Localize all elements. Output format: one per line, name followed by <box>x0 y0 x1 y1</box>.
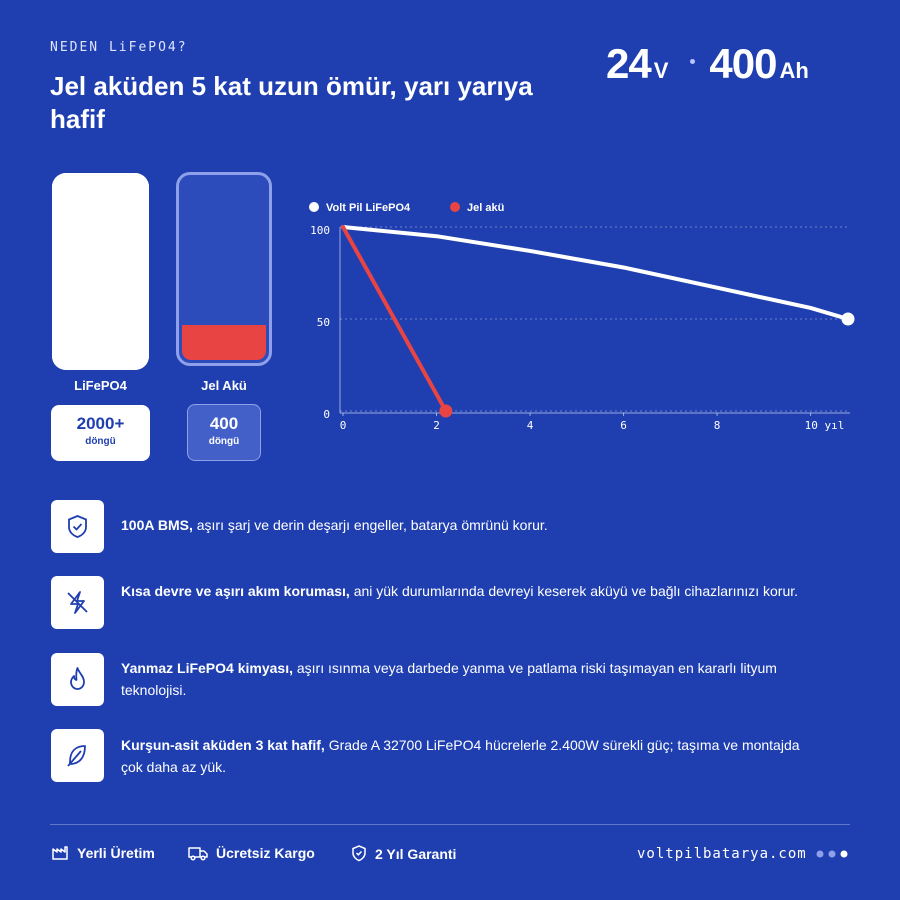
feature-icon <box>51 653 104 706</box>
feature-text: Kurşun-asit aküden 3 kat hafif, Grade A … <box>121 734 811 778</box>
cycle-unit: döngü <box>85 436 116 447</box>
bar-fill <box>52 173 149 370</box>
feature-text: Yanmaz LiFePO4 kimyası, aşırı ısınma vey… <box>121 657 811 701</box>
x-tick-label: 0 <box>340 419 347 432</box>
y-tick-label: 100 <box>310 224 330 237</box>
cycle-value: 2000+ <box>76 414 125 433</box>
legend-dot <box>309 202 319 212</box>
bar-label: Jel Akü <box>201 378 247 393</box>
bar-label: LiFePO4 <box>74 378 127 393</box>
feature-bold: Kısa devre ve aşırı akım koruması, <box>121 583 350 599</box>
bar-fill <box>182 324 266 360</box>
dot <box>816 850 824 858</box>
separator <box>690 59 696 64</box>
x-tick-label: 8 <box>714 419 721 432</box>
feature-desc: aşırı şarj ve derin deşarjı engeller, ba… <box>196 517 548 533</box>
end-point <box>841 312 855 326</box>
end-point <box>439 404 453 418</box>
battery-bar <box>52 173 149 370</box>
series-line <box>341 225 850 321</box>
dot <box>840 850 848 858</box>
y-tick-label: 0 <box>323 408 330 421</box>
x-tick-label: 10 yıl <box>805 419 845 432</box>
feature-icon <box>51 500 104 553</box>
feature-icon <box>51 576 104 629</box>
legend-label: Volt Pil LiFePO4 <box>326 202 411 214</box>
badge-text: Ücretsiz Kargo <box>216 845 315 861</box>
x-tick-label: 2 <box>433 419 440 432</box>
website: voltpilbatarya.com <box>637 846 807 862</box>
pager-dots <box>816 850 848 858</box>
cycle-unit: döngü <box>208 436 240 447</box>
truck-icon <box>188 847 208 861</box>
badge: 2 Yıl Garanti <box>351 845 456 862</box>
x-tick-label: 4 <box>527 419 534 432</box>
feature-bold: Kurşun-asit aküden 3 kat hafif, <box>121 737 325 753</box>
legend-dot <box>450 202 460 212</box>
factory-icon <box>52 846 68 860</box>
feather-icon <box>67 745 86 767</box>
feature-bold: Yanmaz LiFePO4 kimyası, <box>121 660 293 676</box>
x-tick-label: 6 <box>620 419 627 432</box>
battery-bar <box>176 172 272 366</box>
flame-icon <box>70 667 85 690</box>
spec-unit: V <box>653 58 669 83</box>
divider <box>50 824 850 825</box>
shield-icon <box>352 845 366 862</box>
feature-desc: Grade A 32700 LiFePO4 hücrelerle 2.400W … <box>121 737 800 775</box>
y-tick-label: 50 <box>317 316 330 329</box>
spec-value: 24 <box>606 40 652 87</box>
badge-text: Yerli Üretim <box>77 845 155 861</box>
feature-text: Kısa devre ve aşırı akım koruması, ani y… <box>121 580 811 602</box>
feature-desc: ani yük durumlarında devreyi keserek akü… <box>353 583 799 599</box>
value-box: 400 döngü <box>187 404 261 461</box>
cycle-value: 400 <box>209 414 239 433</box>
feature-icon <box>51 729 104 782</box>
shield-icon <box>68 515 87 538</box>
feature-text: 100A BMS, aşırı şarj ve derin deşarjı en… <box>121 514 811 536</box>
value-box: 2000+ döngü <box>51 405 150 461</box>
legend-label: Jel akü <box>467 202 504 214</box>
feature-bold: 100A BMS, <box>121 517 193 533</box>
specs: 24 V 400 Ah <box>606 40 809 88</box>
feature-desc: aşırı ısınma veya darbede yanma ve patla… <box>121 660 777 698</box>
spec-value: 400 <box>709 40 777 87</box>
badge: Yerli Üretim <box>51 845 155 861</box>
eyebrow: NEDEN LiFePO4? <box>50 40 188 55</box>
badge-text: 2 Yıl Garanti <box>375 845 457 862</box>
bolt-off-icon <box>67 591 88 614</box>
dot <box>828 850 836 858</box>
spec-unit: Ah <box>779 58 809 83</box>
headline: Jel aküden 5 kat uzun ömür, yarı yarıya … <box>50 71 533 134</box>
badge: Ücretsiz Kargo <box>188 845 315 861</box>
series-line <box>341 225 448 413</box>
